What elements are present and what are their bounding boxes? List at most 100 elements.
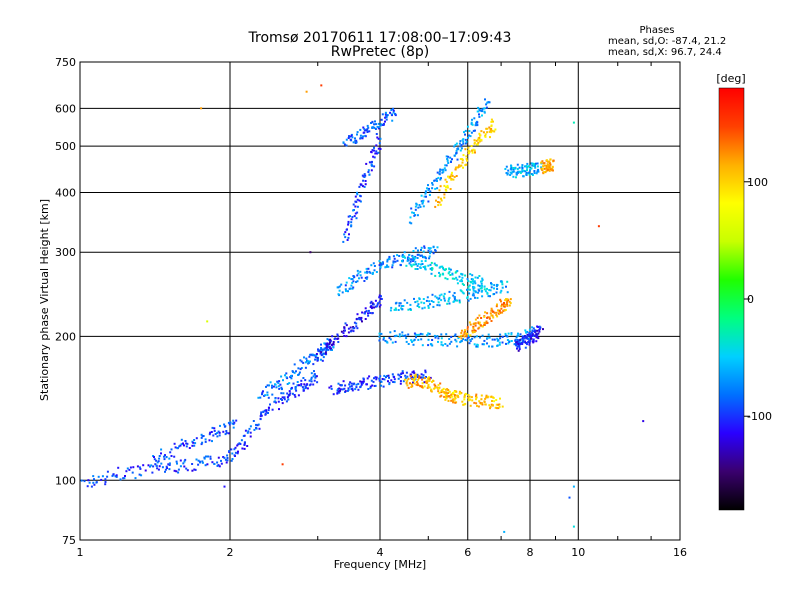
echo-point <box>371 273 374 275</box>
echo-point <box>490 131 493 134</box>
echo-point <box>371 160 373 163</box>
colorbar-tick-label: 100 <box>747 176 768 189</box>
echo-point <box>295 370 297 373</box>
echo-point <box>545 159 548 162</box>
echo-point <box>440 299 443 302</box>
echo-point <box>418 253 421 256</box>
echo-point <box>516 339 519 341</box>
echo-point <box>284 374 286 377</box>
echo-point <box>510 333 513 336</box>
echo-point <box>451 158 453 161</box>
echo-point <box>227 421 230 424</box>
echo-point <box>552 159 555 162</box>
echo-point <box>369 312 372 314</box>
echo-point <box>473 280 476 283</box>
echo-point <box>479 109 482 112</box>
echo-point <box>488 336 491 339</box>
echo-point <box>537 168 540 171</box>
echo-point <box>177 468 180 471</box>
echo-point <box>473 329 476 332</box>
echo-point <box>443 184 446 187</box>
echo-point <box>373 269 376 272</box>
echo-point <box>421 333 424 336</box>
echo-point <box>481 295 484 298</box>
echo-point <box>456 282 459 285</box>
echo-point <box>477 106 480 109</box>
echo-point <box>419 263 422 266</box>
echo-point <box>403 335 406 337</box>
echo-point <box>341 388 344 391</box>
echo-point <box>471 149 474 152</box>
echo-point <box>531 326 534 329</box>
echo-point <box>384 120 386 123</box>
echo-point <box>474 124 477 127</box>
echo-point <box>340 283 343 286</box>
echo-point <box>457 148 460 151</box>
echo-point <box>263 394 266 397</box>
echo-point <box>356 198 359 201</box>
echo-point <box>454 397 457 400</box>
echo-point <box>366 270 368 273</box>
echo-point <box>404 377 407 380</box>
echo-point <box>508 304 511 307</box>
echo-point <box>508 300 511 303</box>
echo-point <box>391 341 394 344</box>
echo-point <box>516 334 519 337</box>
echo-point <box>371 312 374 314</box>
echo-point <box>337 293 340 296</box>
echo-point <box>197 463 200 466</box>
echo-point <box>413 332 416 335</box>
echo-point <box>458 390 461 393</box>
echo-point <box>379 375 382 378</box>
echo-point <box>496 283 498 286</box>
echo-point <box>364 271 367 274</box>
echo-point <box>435 296 438 299</box>
echo-point <box>460 272 463 275</box>
echo-point <box>165 456 168 459</box>
echo-point <box>310 378 313 381</box>
echo-point <box>496 288 499 290</box>
echo-point <box>260 411 263 414</box>
echo-point <box>488 404 491 407</box>
echo-point <box>370 122 372 124</box>
echo-point <box>330 347 332 350</box>
echo-point <box>307 360 309 363</box>
echo-point <box>320 343 322 346</box>
echo-point <box>440 389 443 392</box>
echo-point <box>501 311 504 314</box>
echo-point <box>373 149 375 152</box>
echo-point <box>443 269 446 271</box>
echo-point <box>483 322 486 324</box>
echo-point <box>422 298 425 300</box>
echo-point <box>361 380 363 383</box>
echo-point <box>352 326 355 328</box>
echo-point <box>355 318 358 321</box>
echo-point <box>504 168 507 170</box>
echo-point <box>410 386 413 388</box>
echo-point <box>80 479 83 482</box>
echo-point <box>448 290 451 293</box>
echo-point <box>525 342 528 344</box>
echo-point <box>496 303 498 306</box>
echo-point <box>472 129 475 132</box>
echo-point <box>415 203 418 206</box>
echo-point <box>183 465 186 468</box>
echo-point <box>442 295 445 298</box>
echo-point <box>434 274 437 277</box>
echo-point <box>432 380 435 382</box>
echo-point <box>357 388 360 391</box>
echo-point <box>305 357 308 360</box>
echo-point <box>353 215 356 218</box>
echo-point <box>164 468 167 471</box>
echo-point <box>498 405 501 408</box>
echo-point <box>377 302 380 305</box>
echo-point <box>300 367 303 369</box>
echo-point <box>433 334 436 337</box>
echo-point <box>366 124 369 127</box>
echo-point <box>477 327 480 330</box>
echo-point <box>423 246 426 249</box>
echo-point <box>472 292 475 295</box>
echo-point <box>427 385 430 388</box>
echo-point <box>393 378 396 381</box>
echo-point <box>442 390 445 393</box>
